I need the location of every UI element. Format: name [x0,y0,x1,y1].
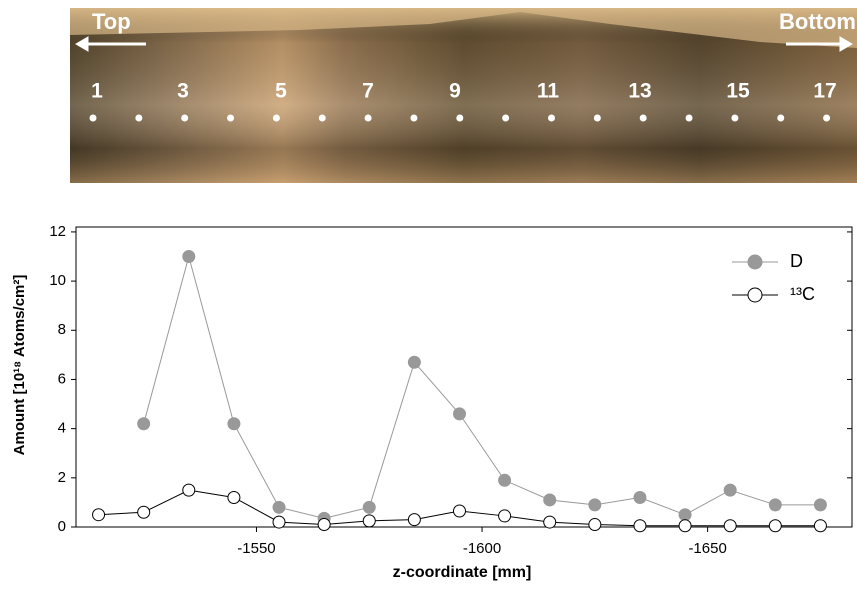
chart: Amount [10¹⁸ Atoms/cm²] z-coordinate [mm… [11,223,853,581]
arrowhead-left [75,36,89,52]
position-dot [685,114,693,122]
position-dot [548,114,555,122]
position-label: 13 [628,80,651,103]
data-point [678,519,692,533]
y-tick-label: 12 [49,223,66,240]
data-point [723,519,737,533]
position-label: 7 [362,80,374,103]
data-point [633,519,647,533]
y-axis-label: Amount [10¹⁸ Atoms/cm²] [11,275,28,456]
x-tick-label: -1650 [688,540,726,557]
position-dot [318,114,326,122]
data-point [498,509,512,523]
position-dot [89,114,97,122]
arrows [75,36,853,52]
data-point [723,483,737,497]
y-tick-label: 6 [58,370,66,387]
plot-frame [75,226,853,528]
data-point [452,407,466,421]
position-label: 1 [91,80,103,103]
photo-label-bottom: Bottom [779,9,856,34]
legend-marker [747,287,763,303]
legend-marker [747,254,763,270]
data-point [407,355,421,369]
position-dot [181,114,189,122]
data-point [272,500,286,514]
data-point [633,490,647,504]
photo: Top Bottom 1 3 5 7 9 11 13 15 17 [70,8,857,183]
x-tick-label: -1550 [237,540,275,557]
position-label: 9 [449,80,461,103]
data-point [543,515,557,529]
y-tick-label: 8 [58,321,66,338]
data-point [137,417,151,431]
data-point [272,515,286,529]
position-dot [777,114,785,122]
series-line [143,254,821,519]
position-dot [823,114,831,122]
position-dot [272,114,280,122]
data-point [678,508,692,522]
data-point [407,513,421,527]
position-dot [456,114,464,122]
data-point [813,519,827,533]
photo-top-edge [70,8,857,48]
data-point [498,473,512,487]
arrowhead-right [839,36,853,52]
legend-label: ¹³C [790,284,815,304]
position-dot [731,114,739,122]
position-dot [364,114,372,122]
data-point [227,417,241,431]
position-dot [135,114,143,122]
data-point [137,505,151,519]
position-dots [89,114,831,122]
data-point [543,493,557,507]
position-label: 15 [726,80,750,103]
legend-label: D [790,251,803,271]
data-point [452,504,466,518]
photo-label-top: Top [92,9,131,34]
data-point [182,483,196,497]
data-point [768,519,782,533]
x-axis-label: z-coordinate [mm] [393,564,532,581]
position-dot [502,114,510,122]
position-label: 11 [537,80,560,103]
position-dot [410,114,418,122]
position-dot [593,114,601,122]
position-label: 3 [177,80,189,103]
data-point [588,518,602,532]
data-point [362,500,376,514]
position-label: 5 [275,80,287,103]
position-label: 17 [813,80,836,103]
data-point [317,518,331,532]
data-point [182,250,196,264]
data-point [588,498,602,512]
x-tick-label: -1600 [463,540,501,557]
y-tick-label: 2 [58,469,66,486]
y-tick-label: 10 [49,272,66,289]
data-point [813,498,827,512]
position-dot [227,114,235,122]
y-tick-label: 4 [58,420,66,437]
data-point [92,508,106,522]
position-dot [639,114,647,122]
y-tick-label: 0 [58,518,66,535]
position-labels: 1 3 5 7 9 11 13 15 17 [91,80,837,103]
data-point [362,514,376,528]
data-point [768,498,782,512]
data-point [227,490,241,504]
